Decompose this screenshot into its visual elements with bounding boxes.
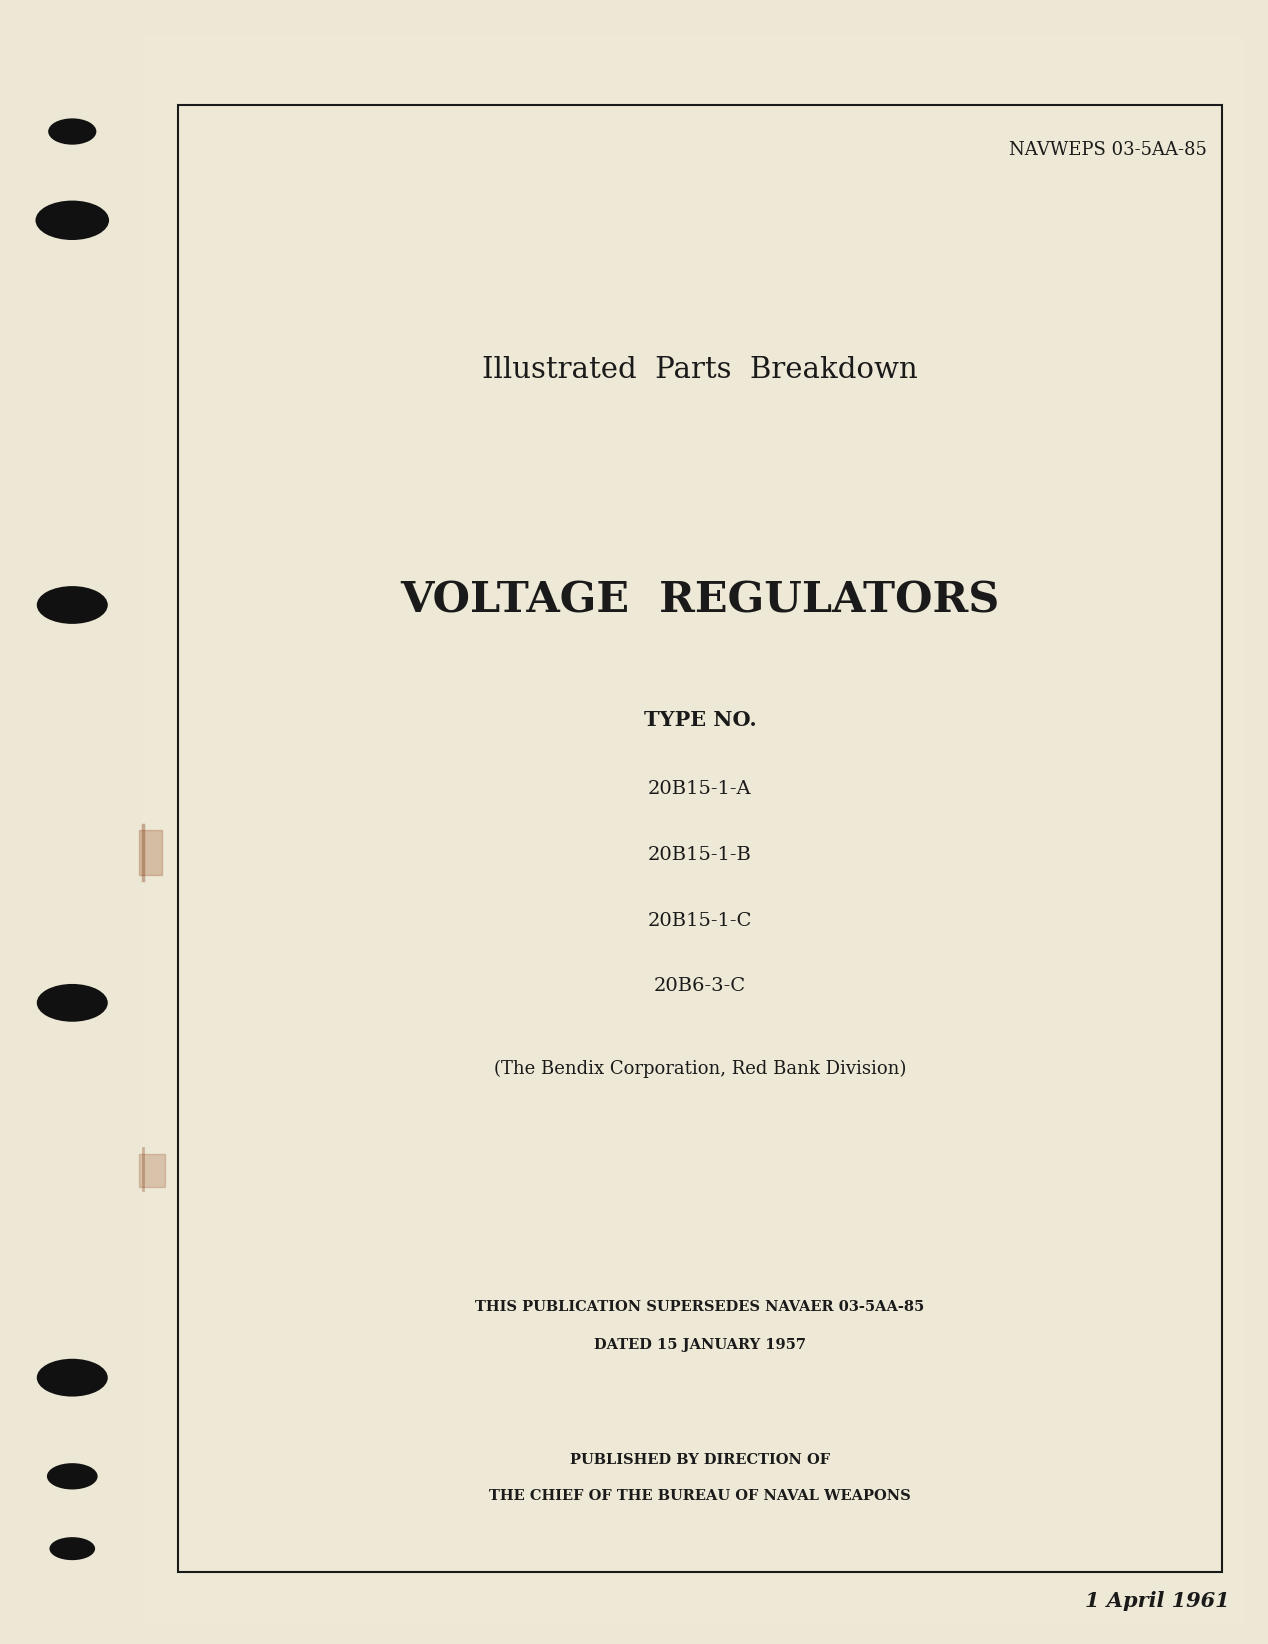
Ellipse shape [49,1537,95,1560]
Ellipse shape [47,1463,98,1489]
Ellipse shape [37,983,108,1021]
Text: THIS PUBLICATION SUPERSEDES NAVAER 03-5AA-85: THIS PUBLICATION SUPERSEDES NAVAER 03-5A… [476,1300,924,1314]
Text: THE CHIEF OF THE BUREAU OF NAVAL WEAPONS: THE CHIEF OF THE BUREAU OF NAVAL WEAPONS [489,1489,910,1503]
Text: (The Bendix Corporation, Red Bank Division): (The Bendix Corporation, Red Bank Divisi… [493,1059,907,1078]
Ellipse shape [37,1358,108,1397]
Text: NAVWEPS 03-5AA-85: NAVWEPS 03-5AA-85 [1009,141,1207,159]
Text: VOLTAGE  REGULATORS: VOLTAGE REGULATORS [401,579,999,621]
Text: Illustrated  Parts  Breakdown: Illustrated Parts Breakdown [482,355,918,385]
Text: 20B6-3-C: 20B6-3-C [654,978,746,995]
Text: 20B15-1-A: 20B15-1-A [648,781,752,797]
Text: 20B15-1-B: 20B15-1-B [648,847,752,863]
Bar [142,36,1245,1624]
Text: PUBLISHED BY DIRECTION OF: PUBLISHED BY DIRECTION OF [569,1453,831,1466]
Text: 20B15-1-C: 20B15-1-C [648,912,752,929]
Text: TYPE NO.: TYPE NO. [644,710,756,730]
Text: DATED 15 JANUARY 1957: DATED 15 JANUARY 1957 [593,1338,806,1351]
Text: 1 April 1961: 1 April 1961 [1085,1591,1230,1611]
Ellipse shape [37,585,108,623]
Bar [178,105,1222,1572]
Ellipse shape [48,118,96,145]
Ellipse shape [36,201,109,240]
